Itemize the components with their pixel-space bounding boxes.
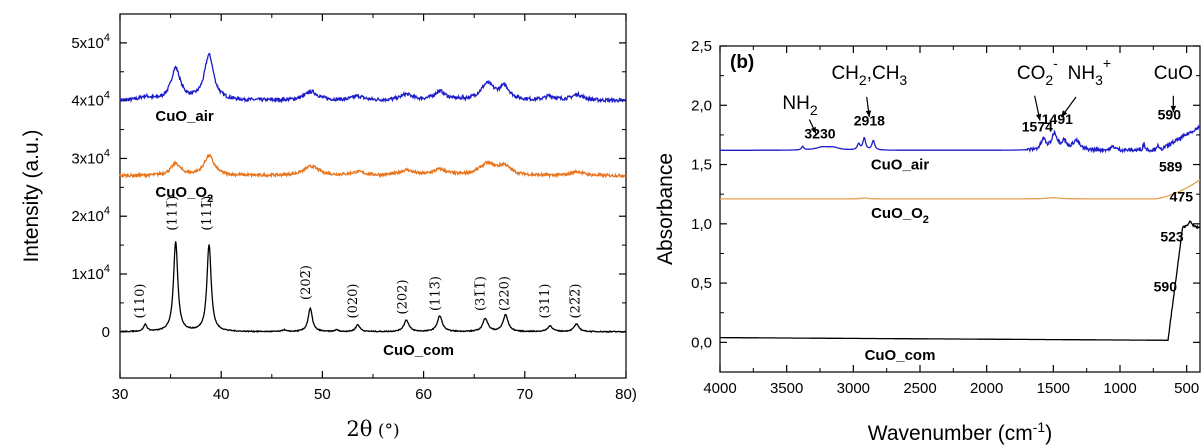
miller-index-label: (202) [395, 279, 410, 314]
y-tick-label: 2,5 [691, 38, 712, 55]
peak-label: 589 [1159, 159, 1183, 175]
xrd-chart: 30 40 50 60 70 80) 0 1x104 2x104 3x104 4x104 5x104 I… [20, 13, 637, 441]
series-label: CuO_O2 [155, 184, 213, 205]
peak-label: 590 [1154, 278, 1178, 294]
y-tick-label: 0 [102, 324, 110, 341]
peak-label: 3230 [804, 125, 835, 141]
x-tick-label: 60 [415, 386, 432, 403]
miller-index-label: (202̅) [299, 265, 314, 300]
miller-index-label: (111̅) [200, 196, 215, 231]
miller-index-label: (220) [498, 276, 513, 311]
miller-index-label: (110) [133, 284, 148, 319]
y-tick-label: 2,0 [691, 97, 712, 114]
series-label: CuO_O2 [871, 205, 929, 226]
series-label: CuO_air [871, 156, 930, 173]
y-tick-label: 3x104 [71, 147, 110, 167]
miller-index-label: (111̅) [166, 196, 181, 231]
x-tick-label: 40 [213, 386, 230, 403]
arrow-head [1170, 105, 1177, 113]
y-tick-label: 0,5 [691, 275, 712, 292]
x-tick-label: 1000 [1103, 380, 1136, 397]
x-tick-label: 500 [1174, 380, 1199, 397]
y-tick-label: 1,5 [691, 157, 712, 174]
series-line-CuO_O2 [720, 179, 1201, 200]
series-line-CuO_com [119, 241, 627, 334]
y-tick-label: 0,0 [691, 334, 712, 351]
series-label: CuO_com [383, 342, 454, 359]
y-tick-label: 1,0 [691, 216, 712, 233]
functional-group-label: NH3+ [1068, 55, 1111, 88]
series-line-CuO_air [720, 124, 1201, 154]
peak-label: 2918 [854, 112, 885, 128]
x-axis-label: 2θ (°) [346, 417, 399, 441]
miller-index-label: (113̅) [429, 276, 444, 311]
series-label: CuO_air [155, 108, 214, 125]
x-axis-label: Wavenumber (cm-1) [868, 419, 1052, 445]
y-tick-label: 5x104 [71, 32, 110, 52]
miller-index-label: (311) [538, 284, 553, 319]
x-tick-label: 80) [615, 386, 637, 403]
series-line-CuO_O2 [119, 153, 627, 179]
panel-tag: (b) [730, 52, 754, 73]
y-axis-label: Absorbance [654, 153, 677, 265]
x-tick-label: 3500 [770, 380, 803, 397]
arrow-head [1036, 113, 1042, 121]
y-tick-label: 4x104 [71, 90, 110, 110]
arrow-head [1061, 110, 1068, 118]
series-line-CuO_com [720, 220, 1201, 341]
x-tick-label: 2500 [903, 380, 936, 397]
y-tick-label: 1x104 [71, 263, 110, 283]
functional-group-label: CuO [1154, 63, 1193, 84]
peak-label: 523 [1160, 229, 1184, 245]
miller-index-label: (22̅2̅) [568, 284, 583, 319]
arrow-head [810, 126, 816, 134]
functional-group-label: CO2- [1017, 55, 1058, 88]
peak-label: 1491 [1042, 111, 1073, 127]
x-tick-label: 2000 [970, 380, 1003, 397]
x-tick-label: 1500 [1037, 380, 1070, 397]
miller-index-label: (31̅1̅) [473, 276, 488, 311]
plot-frame [719, 45, 1201, 373]
x-tick-label: 70 [516, 386, 533, 403]
ftir-chart: 4000 3500 3000 2500 2000 1500 1000 500 0,0 0,5 1,0… [654, 38, 1201, 445]
functional-group-label: CH2,CH3 [831, 63, 907, 88]
peak-label: 475 [1170, 188, 1194, 204]
peak-label: 1574 [1022, 118, 1053, 134]
series-line-CuO_air [119, 52, 627, 104]
x-tick-label: 50 [314, 386, 331, 403]
series-label: CuO_com [865, 347, 936, 364]
arrow-head [865, 110, 872, 118]
functional-group-label: NH2 [782, 93, 817, 118]
x-tick-label: 3000 [837, 380, 870, 397]
miller-index-label: (020) [346, 284, 361, 319]
y-axis-label: Intensity (a.u.) [20, 129, 43, 262]
peak-label: 590 [1158, 106, 1182, 122]
y-tick-label: 2x104 [71, 205, 110, 225]
x-tick-label: 4000 [703, 380, 736, 397]
x-tick-label: 30 [112, 386, 129, 403]
